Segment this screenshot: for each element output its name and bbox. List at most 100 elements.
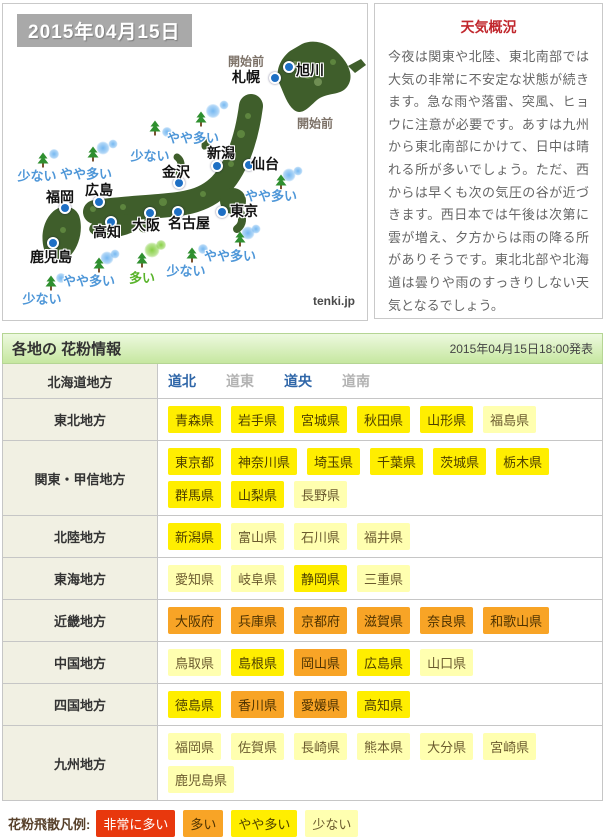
pollen-blob-icon xyxy=(110,249,120,259)
pref-chip[interactable]: 高知県 xyxy=(357,691,411,718)
pref-chip[interactable]: 山梨県 xyxy=(231,481,285,508)
city-marker-dot xyxy=(59,202,71,214)
hokkaido-area-link[interactable]: 道北 xyxy=(168,373,196,389)
pref-chip[interactable]: 神奈川県 xyxy=(231,448,298,475)
pref-chip[interactable]: 静岡県 xyxy=(294,565,348,592)
city-marker-dot xyxy=(283,61,295,73)
region-label: 九州地方 xyxy=(2,725,158,801)
pollen-map-panel: 2015年04月15日 開始前 開始前 札幌 旭川 新潟 仙台 金沢 東京 名古屋 大阪 広島 福岡高… xyxy=(2,3,368,321)
season-status-label: 開始前 xyxy=(296,116,334,131)
pref-chip[interactable]: 香川県 xyxy=(231,691,285,718)
pref-chip[interactable]: 三重県 xyxy=(357,565,411,592)
region-label: 関東・甲信地方 xyxy=(2,440,158,516)
pref-chip[interactable]: 広島県 xyxy=(357,649,411,676)
pref-chip[interactable]: 栃木県 xyxy=(496,448,550,475)
region-row: 近畿地方 大阪府 兵庫県 京都府 滋賀県 奈良県 和歌山県 xyxy=(2,599,603,642)
pref-chip[interactable]: 長野県 xyxy=(294,481,348,508)
pollen-level-label: やや多い xyxy=(62,273,116,289)
tenki-watermark: tenki.jp xyxy=(312,294,355,308)
hokkaido-area-link[interactable]: 道央 xyxy=(284,373,312,389)
pref-chip[interactable]: 石川県 xyxy=(294,523,348,550)
pollen-blob-icon xyxy=(108,139,118,149)
pref-chip[interactable]: 愛媛県 xyxy=(294,691,348,718)
pref-chip[interactable]: 宮崎県 xyxy=(483,733,537,760)
pref-chip[interactable]: 和歌山県 xyxy=(483,607,550,634)
city-label: 仙台 xyxy=(251,156,279,172)
city-marker-dot xyxy=(172,206,184,218)
region-cells: 徳島県 香川県 愛媛県 高知県 xyxy=(157,683,603,726)
pref-chip[interactable]: 秋田県 xyxy=(357,406,411,433)
pollen-blob-icon xyxy=(49,149,59,159)
pref-chip[interactable]: 滋賀県 xyxy=(357,607,411,634)
pref-chip[interactable]: 群馬県 xyxy=(168,481,222,508)
pref-chip[interactable]: 奈良県 xyxy=(420,607,474,634)
legend-chip-moderate: やや多い xyxy=(231,810,298,837)
city-label: 新潟 xyxy=(207,145,235,161)
pref-chip[interactable]: 富山県 xyxy=(231,523,285,550)
tree-icon xyxy=(195,111,208,127)
pref-chip[interactable]: 岩手県 xyxy=(231,406,285,433)
pollen-blob-icon xyxy=(206,104,220,118)
pref-chip[interactable]: 福井県 xyxy=(357,523,411,550)
pref-chip[interactable]: 茨城県 xyxy=(433,448,487,475)
pref-chip[interactable]: 宮城県 xyxy=(294,406,348,433)
legend-chip-low: 少ない xyxy=(305,810,359,837)
pref-chip[interactable]: 福島県 xyxy=(483,406,537,433)
pref-chip[interactable]: 佐賀県 xyxy=(231,733,285,760)
region-cells: 福岡県 佐賀県 長崎県 熊本県 大分県 宮崎県鹿児島県 xyxy=(157,725,603,801)
pref-chip[interactable]: 新潟県 xyxy=(168,523,222,550)
city-label: 大阪 xyxy=(132,217,160,233)
pref-chip[interactable]: 熊本県 xyxy=(357,733,411,760)
city-marker-dot xyxy=(216,206,228,218)
pref-chip[interactable]: 大阪府 xyxy=(168,607,222,634)
city-marker-dot xyxy=(144,207,156,219)
pollen-blob-icon xyxy=(144,242,160,258)
pollen-section-title: 各地の 花粉情報 xyxy=(12,341,122,358)
city-label: 札幌 xyxy=(232,69,260,85)
tree-icon xyxy=(136,252,149,268)
city-label: 福岡 xyxy=(46,189,74,205)
pref-chip[interactable]: 埼玉県 xyxy=(307,448,361,475)
city-label: 高知 xyxy=(93,224,121,240)
pollen-blob-icon xyxy=(293,166,303,176)
region-row: 東北地方 青森県 岩手県 宮城県 秋田県 山形県 福島県 xyxy=(2,398,603,441)
pollen-level-label: やや多い xyxy=(203,248,257,264)
pref-chip[interactable]: 鳥取県 xyxy=(168,649,222,676)
pollen-blob-icon xyxy=(156,240,166,250)
pref-chip[interactable]: 鹿児島県 xyxy=(168,766,235,793)
pollen-level-label: 少ない xyxy=(166,263,206,279)
pref-chip[interactable]: 岐阜県 xyxy=(231,565,285,592)
pollen-blob-icon xyxy=(198,244,208,254)
legend-label: 花粉飛散凡例: xyxy=(8,817,91,832)
pref-chip[interactable]: 青森県 xyxy=(168,406,222,433)
city-marker-dot xyxy=(93,196,105,208)
season-status-label: 開始前 xyxy=(227,54,265,69)
pref-chip[interactable]: 兵庫県 xyxy=(231,607,285,634)
japan-map-graphic xyxy=(42,41,366,262)
pref-chip[interactable]: 千葉県 xyxy=(370,448,424,475)
legend-chip-high: 多い xyxy=(183,810,224,837)
city-label: 広島 xyxy=(85,182,113,198)
legend-chip-very_high: 非常に多い xyxy=(96,810,176,837)
pollen-blob-icon xyxy=(219,100,229,110)
region-row: 北陸地方 新潟県 富山県 石川県 福井県 xyxy=(2,515,603,558)
pollen-level-label: やや多い xyxy=(244,188,298,204)
pref-chip[interactable]: 山口県 xyxy=(420,649,474,676)
pref-chip[interactable]: 長崎県 xyxy=(294,733,348,760)
pref-chip[interactable]: 福岡県 xyxy=(168,733,222,760)
legend-chips: 非常に多い 多い やや多い 少ない xyxy=(96,810,366,837)
pref-chip[interactable]: 山形県 xyxy=(420,406,474,433)
region-cells: 新潟県 富山県 石川県 福井県 xyxy=(157,515,603,558)
region-label: 四国地方 xyxy=(2,683,158,726)
tree-icon xyxy=(37,152,50,168)
region-label: 北陸地方 xyxy=(2,515,158,558)
pref-chip[interactable]: 東京都 xyxy=(168,448,222,475)
pref-chip[interactable]: 大分県 xyxy=(420,733,474,760)
pref-chip[interactable]: 京都府 xyxy=(294,607,348,634)
pref-chip[interactable]: 岡山県 xyxy=(294,649,348,676)
city-label: 金沢 xyxy=(162,164,190,180)
pref-chip[interactable]: 徳島県 xyxy=(168,691,222,718)
hokkaido-area-link: 道東 xyxy=(226,373,254,389)
pref-chip[interactable]: 愛知県 xyxy=(168,565,222,592)
pref-chip[interactable]: 島根県 xyxy=(231,649,285,676)
